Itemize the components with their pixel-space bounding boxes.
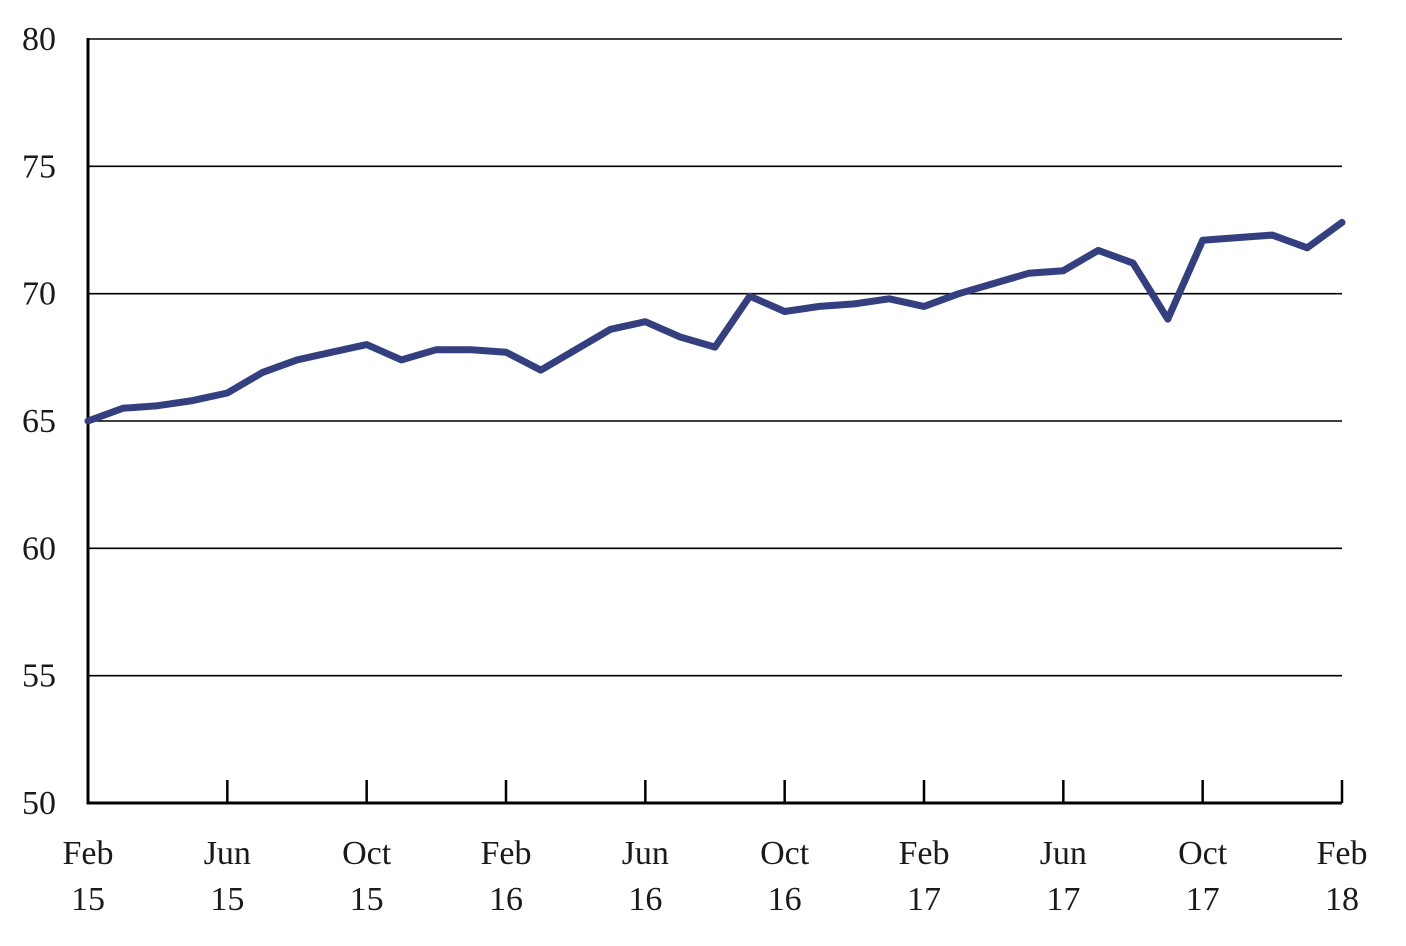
- data-point: [781, 308, 788, 315]
- data-point: [1338, 219, 1346, 226]
- y-tick-label: 75: [22, 148, 56, 185]
- data-point: [955, 290, 962, 297]
- data-point: [816, 303, 823, 310]
- x-tick-label-month: Feb: [481, 835, 532, 872]
- x-tick-label-year: 18: [1325, 881, 1359, 918]
- data-point: [1025, 270, 1032, 277]
- x-tick-label-month: Jun: [204, 835, 251, 872]
- x-axis-ticks: [226, 780, 1344, 803]
- x-tick-label-year: 15: [71, 881, 105, 918]
- gridlines: [88, 38, 1342, 677]
- series-line: [84, 218, 1346, 425]
- data-point: [851, 300, 858, 308]
- data-point: [537, 366, 544, 374]
- x-tick-label-year: 16: [768, 881, 802, 918]
- data-point: [84, 417, 92, 425]
- x-tick-label-year: 16: [628, 881, 662, 918]
- data-point: [990, 280, 997, 287]
- data-point: [502, 349, 510, 356]
- data-point: [642, 318, 649, 325]
- x-tick-label-month: Oct: [342, 835, 392, 872]
- data-point: [224, 389, 231, 397]
- data-point: [920, 303, 928, 310]
- x-tick-label-year: 15: [210, 881, 244, 918]
- y-tick-label: 50: [22, 785, 56, 822]
- y-tick-label: 70: [22, 276, 56, 313]
- x-tick-label-month: Oct: [760, 835, 810, 872]
- data-point: [1234, 234, 1241, 241]
- x-tick-label-year: 15: [350, 881, 384, 918]
- data-point: [468, 346, 475, 353]
- x-tick-label-month: Oct: [1178, 835, 1228, 872]
- y-tick-label: 60: [22, 530, 56, 567]
- y-tick-label: 55: [22, 658, 56, 695]
- x-tick-label-month: Feb: [899, 835, 950, 872]
- data-point: [746, 293, 753, 300]
- data-point: [189, 397, 196, 404]
- data-point: [1304, 244, 1311, 251]
- data-point: [1269, 231, 1276, 239]
- x-tick-label-year: 16: [489, 881, 523, 918]
- data-point: [119, 405, 127, 412]
- data-point: [1129, 259, 1137, 267]
- data-point: [677, 333, 684, 341]
- x-tick-label-month: Jun: [622, 835, 669, 872]
- data-point: [154, 402, 161, 409]
- data-point: [259, 369, 266, 376]
- series-layer: [84, 218, 1346, 425]
- data-point: [398, 356, 405, 364]
- data-point: [363, 341, 370, 348]
- y-axis-tick-labels: 50 55 60 65 70 75 80: [22, 21, 56, 822]
- x-tick-label-month: Feb: [63, 835, 114, 872]
- x-tick-label-year: 17: [907, 881, 941, 918]
- data-point: [1095, 247, 1102, 254]
- data-point: [711, 343, 719, 351]
- x-tick-label-month: Feb: [1317, 835, 1368, 872]
- data-point: [607, 326, 614, 333]
- data-point: [1060, 267, 1067, 274]
- y-tick-label: 65: [22, 403, 56, 440]
- data-point: [328, 349, 335, 356]
- data-point: [572, 346, 579, 353]
- x-tick-label-month: Jun: [1040, 835, 1087, 872]
- x-tick-label-year: 17: [1046, 881, 1080, 918]
- x-axis-tick-labels: Feb 15 Jun 15 Oct 15 Feb 16 Jun 16 Oct 16 Feb 17 Jun 17…: [63, 835, 1368, 918]
- x-tick-label-year: 17: [1186, 881, 1220, 918]
- data-point: [433, 346, 440, 353]
- data-point: [1199, 237, 1206, 244]
- data-point: [1164, 315, 1172, 323]
- data-point: [886, 295, 893, 302]
- y-tick-label: 80: [22, 21, 56, 58]
- data-point: [293, 356, 301, 364]
